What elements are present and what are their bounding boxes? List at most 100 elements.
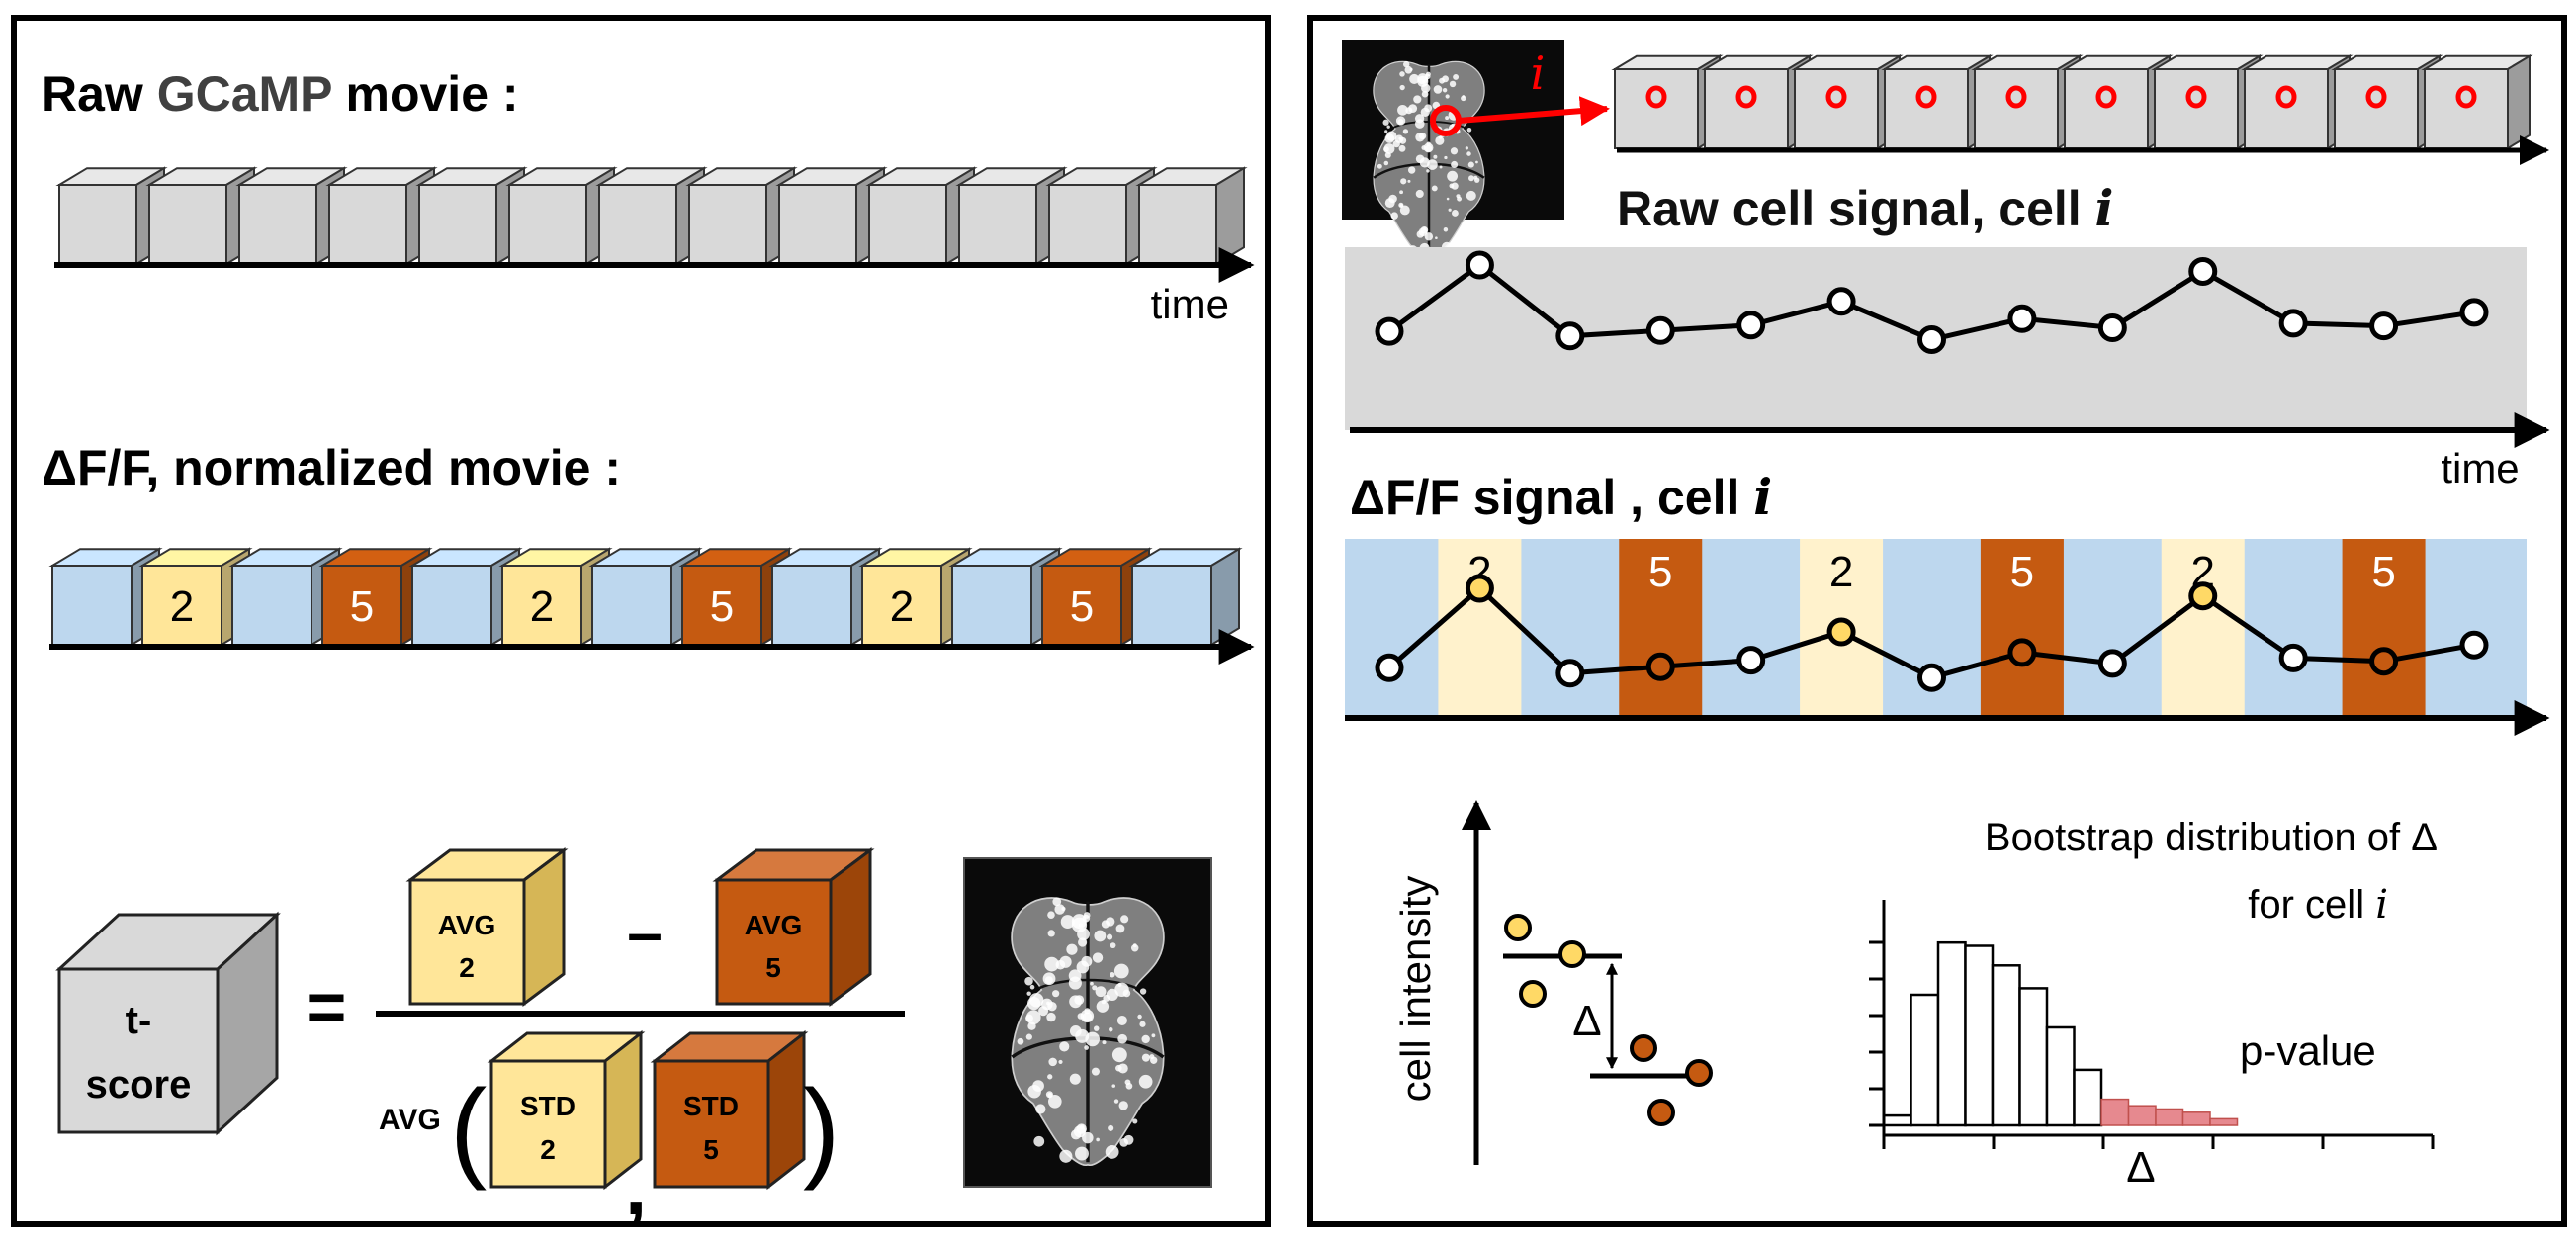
signal-point (2278, 309, 2308, 338)
roi-frame-marker (1645, 85, 1667, 109)
stim5-point (1647, 1099, 1675, 1126)
roi-frame-marker (2005, 85, 2027, 109)
frame-label: 5 (710, 582, 734, 631)
histogram-bar (1964, 944, 1995, 1127)
roi-frame-marker (2185, 85, 2207, 109)
raw-movie-title: Raw GCaMP movie : (42, 66, 519, 122)
raw-signal-trace (1375, 250, 2489, 354)
normalized-frame: 2 (138, 547, 253, 647)
paren-open: ( (450, 1067, 487, 1191)
histogram-bar (2073, 1068, 2103, 1127)
normalized-movie-title: ΔF/F, normalized movie : (42, 440, 621, 495)
histogram-bar (1991, 964, 2021, 1127)
stimulus-band (2161, 539, 2245, 717)
histogram-bars (1882, 940, 2239, 1127)
movie-frame (1135, 166, 1248, 266)
signal-point (2459, 630, 2489, 660)
pvalue-label: p-value (2240, 1027, 2376, 1074)
right-panel-border (1307, 15, 2567, 1227)
stimulus-label: 2 (1829, 548, 1853, 596)
avg-prefix: AVG (379, 1104, 441, 1136)
frame-label: 5 (350, 582, 374, 631)
paren-close: ) (803, 1067, 840, 1191)
comma: , (625, 1143, 647, 1231)
roi-frame-marker (2275, 85, 2297, 109)
bootstrap-histogram: Bootstrap distribution of Δ for cell i p… (1869, 816, 2438, 1192)
avg5-label-line2: 5 (765, 952, 781, 983)
left-panel: Raw GCaMP movie : time ΔF/F, normalized … (11, 15, 1271, 1231)
signal-point (2188, 256, 2218, 286)
roi-movie-frames (1611, 54, 2533, 150)
histogram-bar (2100, 1098, 2130, 1126)
signal-point (1736, 646, 1766, 675)
roi-thumbnail: i (1342, 40, 1564, 258)
histogram-bar (2155, 1108, 2184, 1126)
signal-point (1555, 659, 1585, 688)
histogram-bar (2045, 1025, 2076, 1127)
stimulus-band (1980, 539, 2064, 717)
roi-label: i (1531, 46, 1546, 100)
frame-label: 2 (530, 582, 554, 631)
signal-point (1555, 321, 1585, 351)
normalized-frame: 5 (678, 547, 793, 647)
stimulus-label: 5 (1648, 548, 1672, 596)
movie-frame (595, 166, 708, 266)
movie-frame (325, 166, 438, 266)
roi-frame-marker (1825, 85, 1847, 109)
signal-point (2188, 581, 2218, 611)
signal-point (1645, 652, 1675, 681)
stim5-point (1685, 1059, 1713, 1087)
right-panel: i Raw cell signal, cell i time ΔF/F sign… (1307, 15, 2567, 1227)
signal-point (1826, 287, 1856, 316)
roi-frame (2421, 54, 2533, 150)
tscore-label-line2: score (86, 1063, 192, 1107)
signal-point (1736, 311, 1766, 340)
std5-cube: STD 5 (650, 1029, 809, 1191)
minus-sign: – (627, 897, 663, 968)
normalized-frame (1128, 547, 1243, 647)
frame-label: 5 (1070, 582, 1094, 631)
avg2-label-line2: 2 (459, 952, 475, 983)
tscore-formula: t- score = AVG 2 – AVG 5 AVG (55, 847, 905, 1231)
delta-label: Δ (1572, 997, 1601, 1045)
scatter-y-axis-label: cell intensity (1392, 876, 1439, 1103)
avg2-cube: AVG 2 (405, 847, 569, 1007)
signal-point (1375, 316, 1404, 346)
left-panel-border (11, 15, 1271, 1227)
histogram-bar (2127, 1105, 2157, 1126)
signal-point (2007, 304, 2037, 333)
signal-point (2278, 643, 2308, 672)
stim2-point (1558, 940, 1586, 968)
signal-point (1465, 574, 1494, 603)
raw-signal-time-label: time (2441, 445, 2519, 491)
avg5-label-line1: AVG (745, 910, 803, 940)
histogram-x-label: Δ (2126, 1143, 2155, 1192)
normalized-movie-frames: 2 5 2 5 2 5 (48, 547, 1243, 647)
stimulus-band (1438, 539, 1522, 717)
tscore-label-line1: t- (126, 999, 152, 1042)
frame-label: 2 (890, 582, 914, 631)
histogram-bar (1882, 1113, 1912, 1127)
stimulus-label: 5 (2371, 548, 2395, 596)
frame-label: 2 (170, 582, 194, 631)
signal-point (2007, 638, 2037, 667)
raw-signal-title: Raw cell signal, cell i (1617, 179, 2114, 237)
histogram-bar (2018, 987, 2049, 1127)
histogram-ticks (1869, 940, 2435, 1149)
histogram-bar (2181, 1111, 2211, 1126)
roi-arrow (1458, 96, 1610, 127)
signal-point (1375, 653, 1404, 682)
raw-movie-frames (55, 166, 1248, 266)
roi-frame-marker (1915, 85, 1937, 109)
signal-point (1465, 250, 1494, 280)
std5-label-line2: 5 (703, 1134, 719, 1165)
roi-frame-marker (2455, 85, 2477, 109)
histogram-bar (2209, 1117, 2239, 1126)
dff-signal-title: ΔF/F signal , cell i (1350, 468, 1772, 526)
std2-label-line2: 2 (540, 1134, 556, 1165)
signal-point (1917, 324, 1946, 354)
stim5-point (1630, 1034, 1657, 1062)
raw-movie-time-label: time (1151, 281, 1229, 327)
histogram-title-line2: for cell i (2248, 882, 2388, 928)
